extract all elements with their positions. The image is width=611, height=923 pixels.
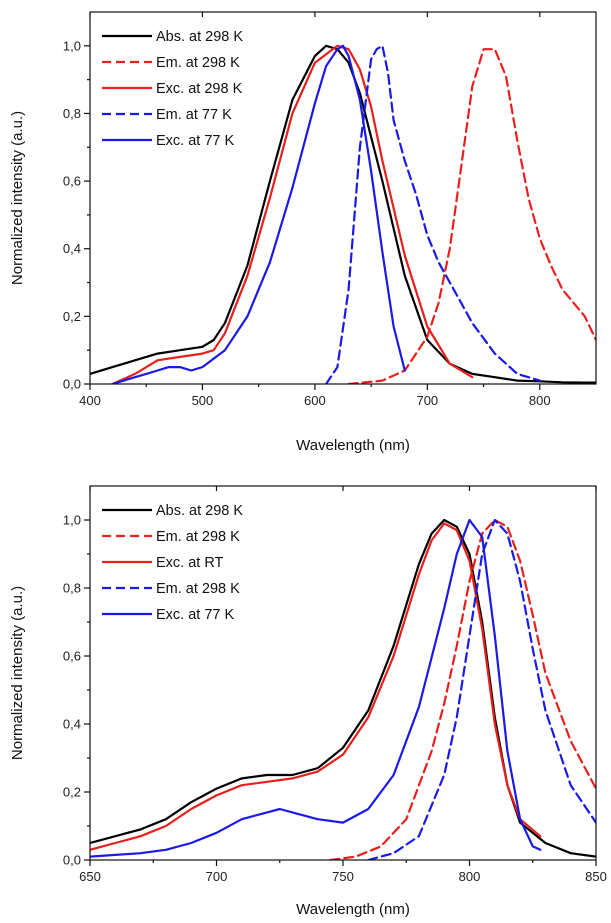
series-group [90, 518, 596, 860]
x-tick-label: 500 [192, 393, 214, 408]
series-line-4 [111, 44, 406, 384]
x-tick-label: 850 [585, 869, 607, 884]
legend-label: Em. at 298 K [156, 581, 240, 597]
series-line-1 [347, 48, 596, 384]
x-tick-label: 800 [459, 869, 481, 884]
y-tick-label: 0,6 [63, 649, 81, 664]
y-tick-label: 1,0 [63, 38, 81, 53]
series-line-1 [329, 518, 596, 860]
legend: Abs. at 298 K Em. at 298 K Exc. at RT Em. a… [102, 503, 243, 623]
y-tick-label: 0,8 [63, 581, 81, 596]
y-tick-label: 0,4 [63, 241, 81, 256]
legend-label: Exc. at 77 K [156, 607, 235, 623]
x-tick-label: 600 [304, 393, 326, 408]
y-tick-label: 0,0 [63, 853, 81, 868]
legend-label: Abs. at 298 K [156, 29, 243, 45]
chart-bottom: 650 700 750 800 850 0,0 0,2 0,4 0,6 0,8 1,0 Wavelen… [9, 485, 607, 918]
series-line-4 [90, 518, 542, 858]
legend-label: Em. at 77 K [156, 107, 232, 123]
x-tick-label: 400 [79, 393, 101, 408]
y-tick-label: 1,0 [63, 513, 81, 528]
legend-label: Exc. at 77 K [156, 133, 235, 149]
y-tick-label: 0,0 [63, 377, 81, 392]
x-tick-label: 650 [79, 869, 101, 884]
x-tick-label: 700 [206, 869, 228, 884]
series-line-3 [325, 44, 541, 384]
legend-label: Exc. at RT [156, 555, 224, 571]
series-group [90, 44, 596, 384]
y-tick-label: 0,2 [63, 309, 81, 324]
series-line-3 [367, 518, 596, 860]
series-line-2 [111, 44, 474, 384]
x-tick-label: 800 [529, 393, 551, 408]
y-tick-label: 0,2 [63, 785, 81, 800]
x-axis-title: Wavelength (nm) [296, 901, 410, 918]
legend-label: Abs. at 298 K [156, 503, 243, 519]
legend-label: Exc. at 298 K [156, 81, 243, 97]
y-tick-label: 0,6 [63, 174, 81, 189]
y-axis-title: Normalized intensity (a.u.) [9, 586, 26, 760]
y-tick-label: 0,8 [63, 106, 81, 121]
y-tick-label: 0,4 [63, 717, 81, 732]
legend-label: Em. at 298 K [156, 529, 240, 545]
x-axis-title: Wavelength (nm) [296, 437, 410, 454]
x-tick-label: 700 [416, 393, 438, 408]
legend-label: Em. at 298 K [156, 55, 240, 71]
legend: Abs. at 298 K Em. at 298 K Exc. at 298 K Em… [102, 29, 243, 149]
x-tick-label: 750 [332, 869, 354, 884]
series-line-2 [90, 522, 542, 851]
chart-top: 400 500 600 700 800 0,0 0,2 0,4 0,6 0,8 1,0 Wavelen… [9, 11, 597, 454]
y-axis-title: Normalized intensity (a.u.) [9, 111, 26, 285]
plot-frame [89, 11, 597, 385]
